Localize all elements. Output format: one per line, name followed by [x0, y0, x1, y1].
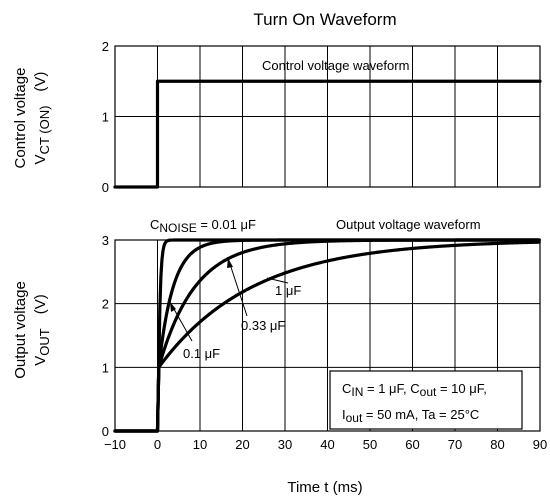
- x-tick-label: 60: [405, 437, 419, 452]
- cnoise-label: CNOISE = 0.01 μF: [150, 217, 256, 235]
- iout-sub: out: [346, 411, 363, 425]
- control-panel-frame: [114, 45, 541, 188]
- leader-0-33uF-arrow: [227, 258, 233, 268]
- control-y-label-unit: (V): [32, 72, 49, 92]
- control-y-tick-label: 2: [102, 39, 109, 54]
- iout-value: = 50 mA, Ta = 25°C: [362, 407, 479, 422]
- output-y-label-sub: OUT: [37, 328, 52, 356]
- control-y-label-sub: CT (ON): [37, 106, 52, 155]
- output-y-label-line1: Output voltage: [12, 281, 29, 379]
- control-waveform-label: Control voltage waveform: [262, 58, 409, 73]
- series-lines: [113, 79, 542, 433]
- cout-sub: out: [420, 385, 437, 399]
- series-control-voltage: [113, 79, 542, 189]
- control-y-label-line1: Control voltage: [12, 68, 29, 169]
- conditions-box: [329, 370, 523, 430]
- control-y-tick-label: 0: [102, 180, 109, 195]
- label-0-33uF: 0.33 μF: [241, 318, 285, 333]
- cnoise-label-sub: NOISE: [159, 221, 196, 235]
- output-y-label: Output voltage VOUT (V): [12, 281, 52, 379]
- x-axis-label: Time t (ms): [287, 479, 362, 496]
- output-y-tick-label: 2: [102, 297, 109, 312]
- label-leaders: [169, 257, 289, 342]
- x-tick-label: 0: [154, 437, 161, 452]
- x-tick-label: 20: [235, 437, 249, 452]
- control-y-tick-label: 1: [102, 110, 109, 125]
- grid: [115, 46, 540, 431]
- cin-sub: IN: [351, 385, 363, 399]
- x-tick-label: 70: [448, 437, 462, 452]
- iout-main: I: [342, 407, 346, 422]
- x-tick-label: −10: [104, 437, 126, 452]
- cnoise-label-value: = 0.01 μF: [197, 217, 256, 232]
- output-waveform-label: Output voltage waveform: [336, 217, 481, 232]
- output-y-tick-label: 0: [102, 424, 109, 439]
- output-y-label-line2: VOUT (V): [32, 294, 52, 365]
- series-output-3: [113, 240, 541, 433]
- output-y-label-unit: (V): [32, 294, 49, 314]
- label-1uF: 1 μF: [275, 283, 301, 298]
- conditions-line2: Iout = 50 mA, Ta = 25°C: [342, 407, 479, 425]
- chart-title: Turn On Waveform: [253, 10, 396, 29]
- conditions-line1: CIN = 1 μF, Cout = 10 μF,: [342, 381, 487, 399]
- cin-main: C: [342, 381, 351, 396]
- cnoise-label-main: C: [150, 217, 159, 232]
- output-y-tick-label: 3: [102, 233, 109, 248]
- leader-0-33uF: [227, 257, 248, 317]
- x-tick-label: 90: [533, 437, 547, 452]
- series-output-2: [113, 238, 541, 433]
- output-y-label-main: V: [32, 356, 49, 366]
- label-0-1uF: 0.1 μF: [183, 346, 220, 361]
- control-y-label-line2: VCT (ON) (V): [32, 72, 52, 165]
- output-y-tick-label: 1: [102, 360, 109, 375]
- x-tick-label: 80: [490, 437, 504, 452]
- x-tick-label: 10: [193, 437, 207, 452]
- cin-value: = 1 μF, C: [363, 381, 419, 396]
- leader-0-1uF-arrow: [170, 302, 176, 312]
- control-y-label-main: V: [32, 154, 49, 164]
- x-tick-label: 50: [363, 437, 377, 452]
- control-y-label: Control voltage VCT (ON) (V): [12, 68, 52, 169]
- leader-1uF: [266, 277, 289, 284]
- cout-value: = 10 μF,: [436, 381, 487, 396]
- x-tick-label: 40: [320, 437, 334, 452]
- x-tick-label: 30: [278, 437, 292, 452]
